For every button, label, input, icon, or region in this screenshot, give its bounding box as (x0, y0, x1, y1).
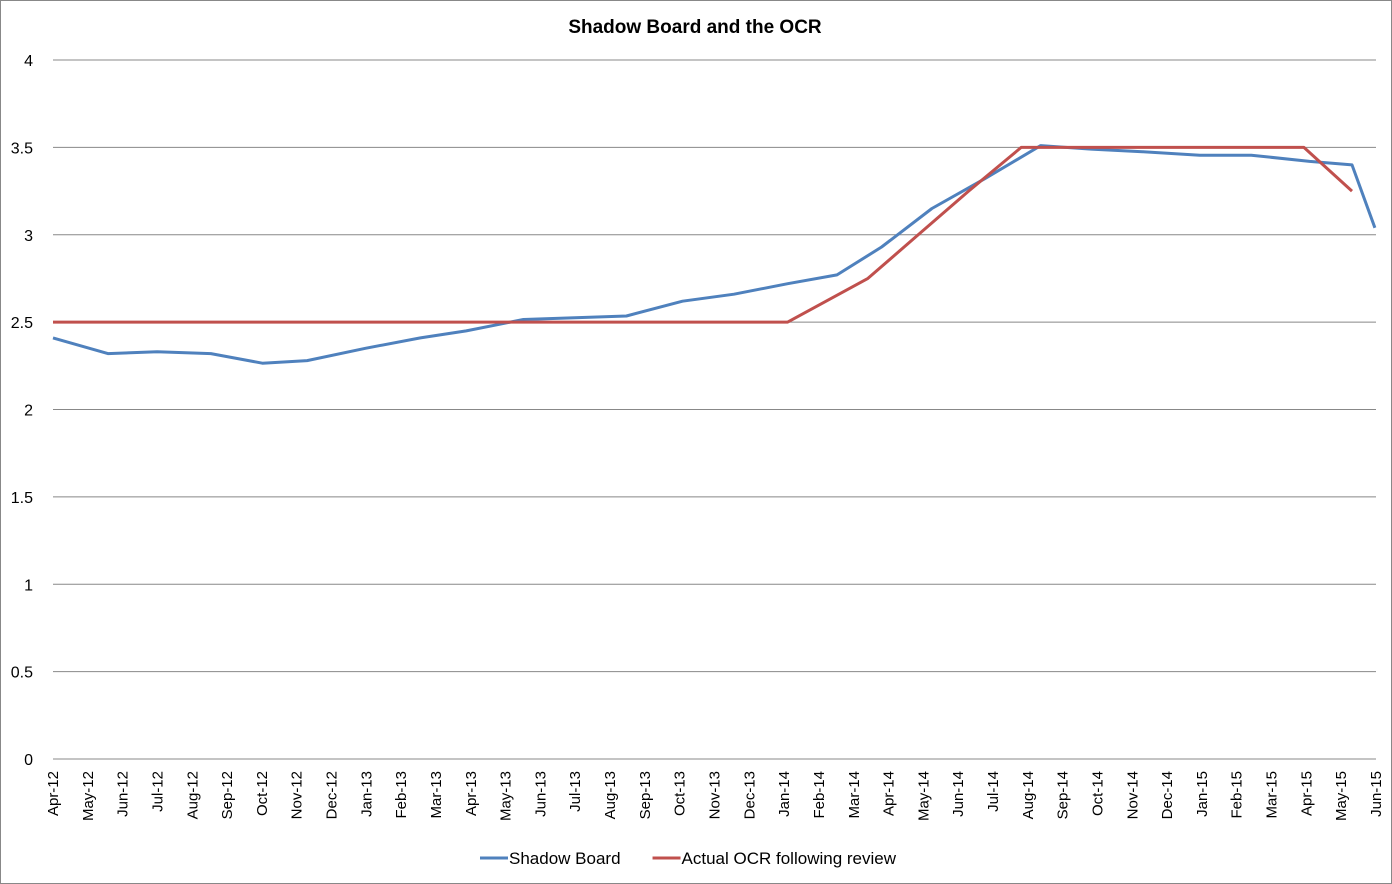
x-tick-label: Mar-14 (846, 771, 863, 819)
x-tick-label: May-14 (915, 771, 932, 821)
x-tick-label: Feb-15 (1229, 771, 1246, 819)
chart-title: Shadow Board and the OCR (568, 17, 822, 38)
y-tick-label: 3 (24, 228, 33, 245)
x-tick-label: Jul-13 (567, 771, 584, 812)
x-tick-label: Dec-13 (741, 771, 758, 819)
x-tick-label: May-15 (1333, 771, 1350, 821)
x-tick-label: Aug-14 (1020, 771, 1037, 819)
x-tick-label: Apr-13 (463, 771, 480, 816)
x-tick-label: Jun-12 (115, 771, 132, 817)
x-tick-label: Apr-14 (881, 771, 898, 816)
x-tick-label: Nov-14 (1124, 771, 1141, 819)
y-tick-label: 3.5 (11, 140, 33, 157)
x-tick-label: Sep-13 (637, 771, 654, 819)
y-tick-label: 0.5 (11, 665, 33, 682)
x-tick-label: Oct-13 (672, 771, 689, 816)
x-tick-label: Oct-12 (254, 771, 271, 816)
x-tick-label: Mar-13 (428, 771, 445, 819)
legend: Shadow Board Actual OCR following review (480, 849, 897, 868)
y-tick-label: 1.5 (11, 490, 33, 507)
x-tick-label: Feb-13 (393, 771, 410, 819)
x-tick-label: Apr-12 (45, 771, 62, 816)
y-tick-label: 1 (24, 577, 33, 594)
y-axis-ticks: 0 0.5 1 1.5 2 2.5 3 3.5 4 (11, 53, 33, 769)
x-tick-label: Nov-12 (289, 771, 306, 819)
x-tick-label: Aug-13 (602, 771, 619, 819)
x-tick-label: Oct-14 (1089, 771, 1106, 816)
x-tick-label: Sep-12 (219, 771, 236, 819)
x-tick-label: Feb-14 (811, 771, 828, 819)
x-tick-label: Mar-15 (1264, 771, 1281, 819)
x-tick-label: Apr-15 (1298, 771, 1315, 816)
y-tick-label: 0 (24, 752, 33, 769)
x-tick-label: Aug-12 (184, 771, 201, 819)
y-tick-label: 4 (24, 53, 33, 70)
x-tick-label: Jan-13 (358, 771, 375, 817)
x-tick-label: May-13 (498, 771, 515, 821)
x-axis-ticks: Apr-12 May-12 Jun-12 Jul-12 Aug-12 Sep-12 Oct-… (45, 771, 1385, 821)
legend-label: Actual OCR following review (682, 849, 897, 868)
x-tick-label: Jun-15 (1368, 771, 1385, 817)
x-tick-label: Dec-12 (324, 771, 341, 819)
x-tick-label: Dec-14 (1159, 771, 1176, 819)
x-tick-label: Jan-15 (1194, 771, 1211, 817)
series-line-shadow-board (52, 144, 1377, 365)
gridlines (53, 59, 1376, 760)
x-tick-label: Nov-13 (707, 771, 724, 819)
x-tick-label: Jul-14 (985, 771, 1002, 812)
x-tick-label: May-12 (80, 771, 97, 821)
y-tick-label: 2.5 (11, 315, 33, 332)
series-lines (52, 144, 1377, 365)
x-tick-label: Jan-14 (776, 771, 793, 817)
x-tick-label: Jul-12 (149, 771, 166, 812)
series-line-actual-ocr (53, 145, 1354, 324)
x-tick-label: Sep-14 (1055, 771, 1072, 819)
legend-label: Shadow Board (509, 849, 621, 868)
x-tick-label: Jun-14 (950, 771, 967, 817)
y-tick-label: 2 (24, 403, 33, 420)
x-tick-label: Jun-13 (532, 771, 549, 817)
